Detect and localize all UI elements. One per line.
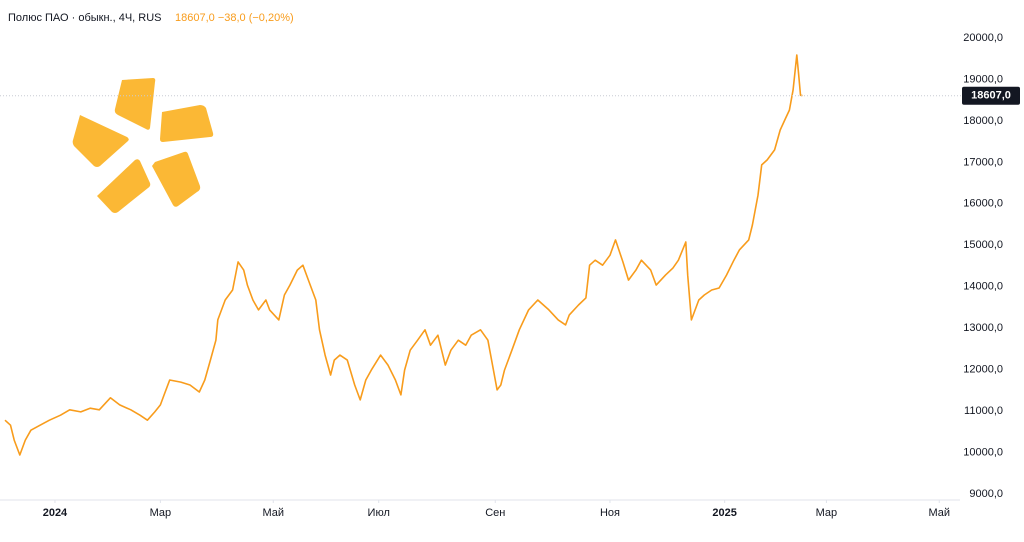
y-tick-label: 20000,0 <box>963 32 1003 44</box>
y-tick-label: 11000,0 <box>964 405 1003 417</box>
chart-subtitle: 18607,0 −38,0 (−0,20%) <box>175 12 294 24</box>
y-tick-label: 12000,0 <box>963 364 1003 376</box>
y-tick-label: 16000,0 <box>963 198 1003 210</box>
chart-title: Полюс ПАО · обыкн., 4Ч, RUS <box>8 12 162 24</box>
y-tick-label: 17000,0 <box>963 156 1003 168</box>
price-line <box>4 54 803 456</box>
last-price-box <box>962 86 1020 105</box>
x-tick-label: Мар <box>150 507 172 519</box>
x-tick-label: Ноя <box>600 507 620 519</box>
y-tick-label: 9000,0 <box>969 488 1003 500</box>
y-tick-label: 15000,0 <box>963 239 1003 251</box>
x-tick-label: 2024 <box>43 507 68 519</box>
x-tick-label: 2025 <box>712 507 736 519</box>
x-tick-label: Май <box>928 507 950 519</box>
x-tick-label: Май <box>262 507 284 519</box>
x-tick-label: Июл <box>368 507 390 519</box>
y-tick-label: 10000,0 <box>963 446 1003 458</box>
last-price-label: 18607,0 <box>971 90 1011 102</box>
y-tick-label: 14000,0 <box>963 281 1003 293</box>
logo <box>72 78 214 213</box>
y-tick-label: 13000,0 <box>963 322 1003 334</box>
x-tick-label: Сен <box>485 507 505 519</box>
x-tick-label: Мар <box>816 507 838 519</box>
y-tick-label: 18000,0 <box>963 115 1003 127</box>
y-tick-label: 19000,0 <box>963 73 1003 85</box>
